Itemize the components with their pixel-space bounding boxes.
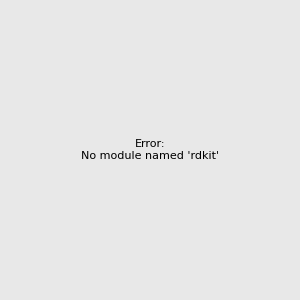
Text: Error:
No module named 'rdkit': Error: No module named 'rdkit' <box>81 139 219 161</box>
